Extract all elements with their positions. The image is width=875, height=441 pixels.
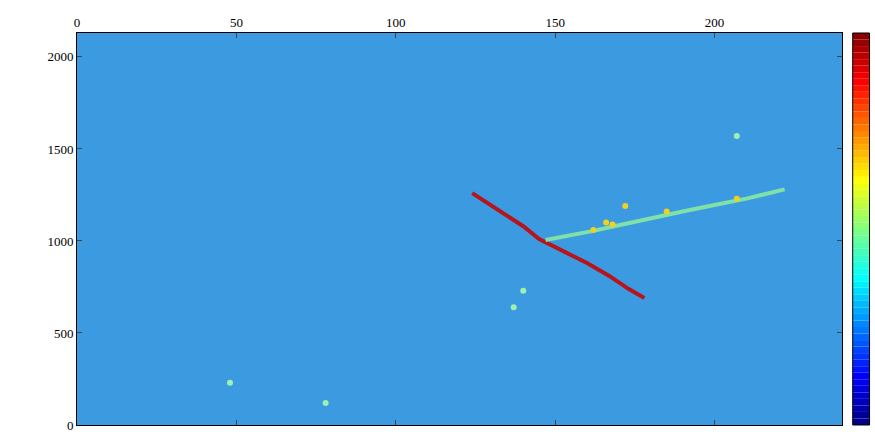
svg-text:150: 150 xyxy=(545,15,565,30)
svg-text:200: 200 xyxy=(705,15,725,30)
svg-text:2000: 2000 xyxy=(47,49,73,64)
svg-text:0: 0 xyxy=(67,418,74,433)
svg-text:50: 50 xyxy=(230,15,243,30)
svg-text:1500: 1500 xyxy=(47,141,73,156)
svg-text:500: 500 xyxy=(54,326,74,341)
svg-text:0: 0 xyxy=(74,15,81,30)
svg-text:100: 100 xyxy=(386,15,406,30)
svg-text:1000: 1000 xyxy=(47,234,73,249)
